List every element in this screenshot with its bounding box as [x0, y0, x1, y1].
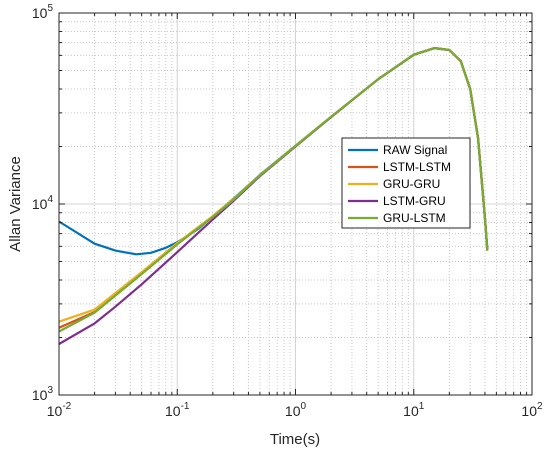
legend-label-lstm-gru: LSTM-GRU: [383, 194, 446, 208]
x-tick-label: 10-2: [47, 401, 72, 419]
y-tick-label: 105: [32, 3, 54, 21]
x-axis-label: Time(s): [270, 431, 320, 448]
y-tick-base: 10: [32, 196, 48, 212]
minor-grid: [59, 13, 532, 395]
x-tick-base: 10: [403, 403, 419, 419]
x-tick-label: 101: [403, 401, 425, 419]
x-tick-base: 10: [47, 403, 63, 419]
x-tick-label: 10-1: [165, 401, 190, 419]
y-tick-exponent: 3: [47, 385, 53, 396]
legend-label-gru-lstm: GRU-LSTM: [383, 211, 446, 225]
y-tick-base: 10: [32, 5, 48, 21]
x-tick-exponent: -1: [181, 401, 190, 412]
y-tick-base: 10: [32, 387, 48, 403]
y-tick-exponent: 5: [47, 3, 53, 14]
x-tick-base: 10: [165, 403, 181, 419]
x-tick-base: 10: [285, 403, 301, 419]
legend-label-gru-gru: GRU-GRU: [383, 177, 440, 191]
y-tick-label: 104: [32, 194, 54, 212]
y-tick-exponent: 4: [47, 194, 53, 205]
x-tick-exponent: 2: [537, 401, 543, 412]
legend-label-lstm-lstm: LSTM-LSTM: [383, 160, 451, 174]
axis-ticks: [58, 12, 533, 396]
legend: RAW Signal LSTM-LSTM GRU-GRU LSTM-GRU GRU-LS…: [341, 137, 471, 229]
x-tick-base: 10: [521, 403, 537, 419]
x-tick-labels: 10-2 10-1 100 101 102: [47, 401, 543, 419]
series-line-gru-lstm: [58, 46, 489, 333]
y-tick-label: 103: [32, 385, 54, 403]
x-tick-exponent: 1: [419, 401, 425, 412]
x-tick-exponent: 0: [301, 401, 307, 412]
series-lines: [58, 46, 489, 345]
x-tick-label: 102: [521, 401, 543, 419]
legend-label-raw-signal: RAW Signal: [383, 143, 447, 157]
x-tick-exponent: -2: [62, 401, 71, 412]
x-tick-label: 100: [285, 401, 307, 419]
y-axis-label: Allan Variance: [7, 156, 24, 252]
